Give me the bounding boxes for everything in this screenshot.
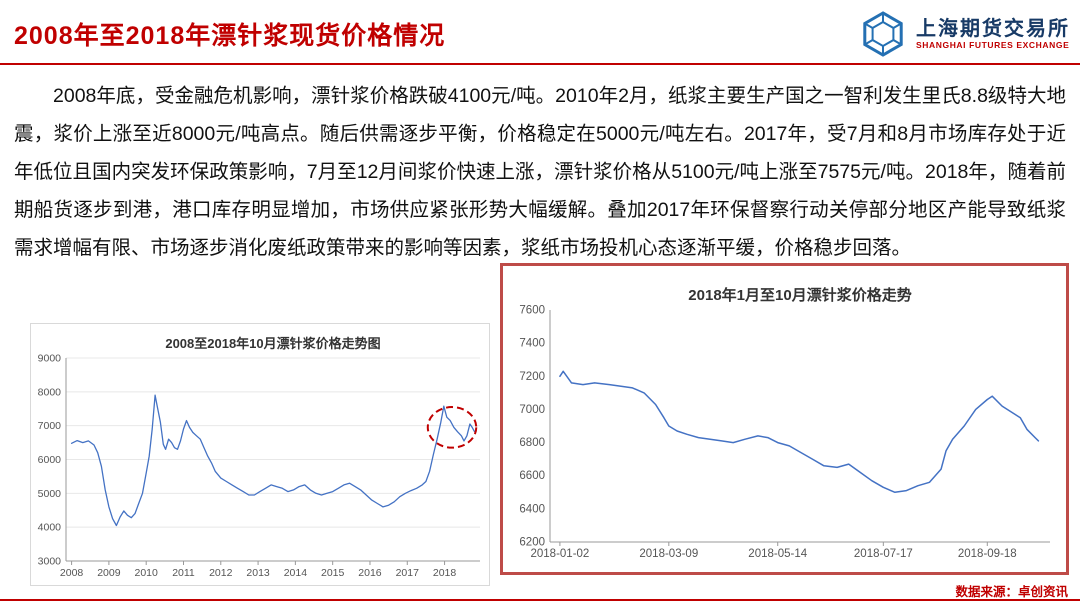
svg-text:2009: 2009 xyxy=(97,567,121,579)
svg-text:2017: 2017 xyxy=(396,567,420,579)
svg-text:7400: 7400 xyxy=(519,338,545,350)
svg-text:6000: 6000 xyxy=(38,454,62,466)
svg-text:6200: 6200 xyxy=(519,537,545,549)
body-paragraph: 2008年底，受金融危机影响，漂针浆价格跌破4100元/吨。2010年2月，纸浆… xyxy=(14,85,1066,259)
logo-name-en: SHANGHAI FUTURES EXCHANGE xyxy=(916,39,1070,50)
svg-text:5000: 5000 xyxy=(38,488,62,500)
svg-text:7000: 7000 xyxy=(519,404,545,416)
svg-text:2018-09-18: 2018-09-18 xyxy=(958,548,1017,560)
svg-text:7200: 7200 xyxy=(519,371,545,383)
data-source: 数据来源：卓创资讯 xyxy=(955,585,1068,599)
logo-name-cn: 上海期货交易所 xyxy=(916,17,1070,40)
svg-text:6600: 6600 xyxy=(519,470,545,482)
svg-text:2008至2018年10月漂针浆价格走势图: 2008至2018年10月漂针浆价格走势图 xyxy=(165,336,380,351)
svg-text:2018: 2018 xyxy=(433,567,457,579)
page-title: 2008年至2018年漂针浆现货价格情况 xyxy=(14,22,446,50)
svg-text:2012: 2012 xyxy=(209,567,233,579)
shfe-logo-icon xyxy=(863,11,903,57)
svg-text:7600: 7600 xyxy=(519,305,545,317)
svg-text:9000: 9000 xyxy=(38,353,62,365)
svg-text:2018-01-02: 2018-01-02 xyxy=(530,548,589,560)
svg-text:2018-05-14: 2018-05-14 xyxy=(748,548,807,560)
svg-text:8000: 8000 xyxy=(38,386,62,398)
svg-text:4000: 4000 xyxy=(38,522,62,534)
svg-text:2015: 2015 xyxy=(321,567,345,579)
svg-text:2018-03-09: 2018-03-09 xyxy=(639,548,698,560)
left-price-chart-svg: 3000 4000 5000 6000 7000 8000 9000 2008 2009 2010… xyxy=(38,336,480,579)
svg-text:2011: 2011 xyxy=(172,567,195,579)
svg-text:2014: 2014 xyxy=(284,567,308,579)
title-divider xyxy=(0,63,1080,65)
right-price-chart-box: 6200 6400 6600 6800 7000 7200 7400 7600 2018-01-… xyxy=(500,263,1069,575)
svg-text:2018-07-17: 2018-07-17 xyxy=(854,548,913,560)
svg-text:7000: 7000 xyxy=(38,420,62,432)
svg-text:6800: 6800 xyxy=(519,437,545,449)
svg-text:3000: 3000 xyxy=(38,556,62,568)
svg-text:2018年1月至10月漂针浆价格走势: 2018年1月至10月漂针浆价格走势 xyxy=(688,286,911,304)
svg-text:2013: 2013 xyxy=(246,567,270,579)
svg-text:6400: 6400 xyxy=(519,503,545,515)
svg-text:2010: 2010 xyxy=(135,567,159,579)
right-price-chart-svg: 6200 6400 6600 6800 7000 7200 7400 7600 2018-01-… xyxy=(519,286,1050,560)
bottom-divider xyxy=(0,599,1080,601)
shfe-logo-text: 上海期货交易所 SHANGHAI FUTURES EXCHANGE xyxy=(916,18,1070,51)
left-price-chart: 3000 4000 5000 6000 7000 8000 9000 2008 2009 2010… xyxy=(30,323,490,586)
svg-text:2016: 2016 xyxy=(358,567,382,579)
shfe-logo: 上海期货交易所 SHANGHAI FUTURES EXCHANGE xyxy=(859,10,1070,58)
svg-text:2008: 2008 xyxy=(60,567,84,579)
slide-header: 2008年至2018年漂针浆现货价格情况 上海期货交易所 SHANGHAI FU… xyxy=(14,6,1070,62)
